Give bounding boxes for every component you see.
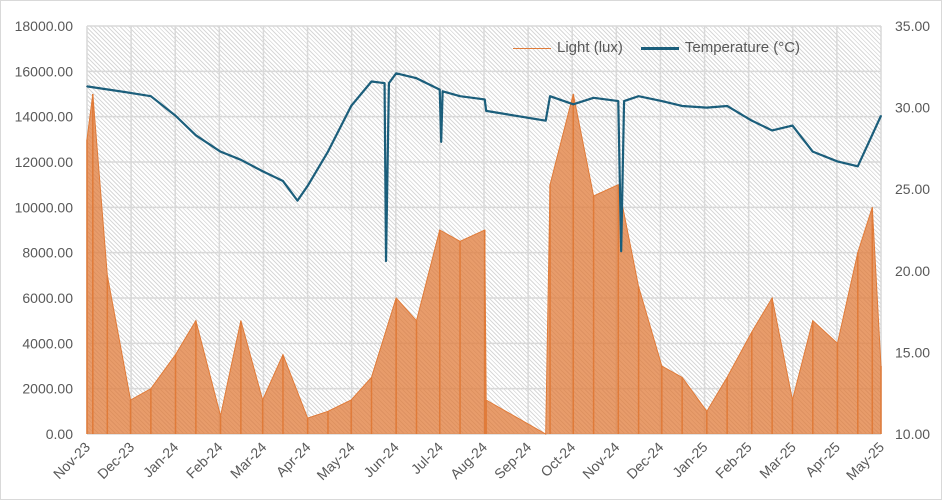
temperature-point (751, 119, 753, 122)
legend-item-light: Light (lux) (513, 39, 623, 56)
temperature-line (86, 72, 882, 263)
x-tick-label: Mar-25 (756, 439, 799, 482)
x-tick-label: Jan-24 (140, 439, 182, 481)
temperature-point (129, 92, 132, 94)
temperature-point (383, 82, 386, 84)
temperature-point (681, 105, 683, 107)
x-tick-label: Oct-24 (537, 439, 578, 480)
temperature-point (219, 150, 222, 153)
y-left-tick-label: 10000.00 (15, 199, 74, 215)
temperature-point (86, 85, 88, 88)
temperature-point (174, 114, 177, 117)
temperature-point (306, 185, 309, 187)
x-tick-label: Feb-24 (183, 439, 226, 482)
x-tick-label: Mar-24 (227, 439, 270, 482)
temperature-point (395, 72, 397, 75)
temperature-point (617, 100, 620, 102)
temperature-point (661, 100, 663, 102)
temperature-point (623, 100, 625, 102)
x-tick-label: Sep-24 (491, 439, 534, 482)
temperature-point (350, 105, 352, 107)
y-left-tick-label: 12000.00 (15, 154, 74, 170)
temperature-point (706, 106, 708, 109)
temperature-point (811, 150, 814, 153)
temperature-point (483, 98, 486, 101)
x-tick-label: Feb-25 (712, 439, 755, 482)
x-tick-label: Nov-24 (579, 439, 622, 482)
x-tick-label: Dec-24 (623, 439, 666, 482)
legend: Light (lux) Temperature (°C) (513, 39, 800, 56)
temperature-point (327, 150, 329, 153)
y-left-tick-label: 6000.00 (22, 290, 73, 306)
temperature-point (282, 180, 284, 182)
temperature-point (388, 82, 390, 84)
y-right-tick-label: 10.00 (895, 426, 930, 442)
x-tick-label: Jan-25 (669, 439, 711, 481)
y-right-tick-label: 20.00 (895, 263, 930, 279)
temperature-point (592, 97, 595, 99)
legend-label-light: Light (lux) (557, 39, 623, 56)
x-tick-label: Aug-24 (447, 439, 490, 482)
y-right-tick-label: 35.00 (895, 18, 930, 34)
temperature-point (791, 124, 794, 127)
temperature-point (856, 165, 859, 168)
temperature-point (240, 159, 242, 161)
temperature-point (771, 129, 773, 132)
legend-item-temperature: Temperature (°C) (640, 39, 801, 56)
temperature-point (441, 90, 444, 93)
y-right-tick-label: 25.00 (895, 181, 930, 197)
temperature-point (836, 160, 839, 163)
legend-label-temperature: Temperature (°C) (684, 39, 801, 56)
temperature-point (440, 141, 442, 143)
temperature-point (195, 134, 197, 137)
x-tick-label: May-24 (313, 439, 357, 483)
temperature-point (544, 119, 547, 122)
temperature-point (572, 103, 575, 106)
temperature-point (385, 260, 387, 262)
x-tick-label: Apr-25 (802, 439, 843, 480)
legend-swatch-light (513, 47, 551, 49)
temperature-point (880, 114, 882, 117)
x-tick-label: Jun-24 (360, 439, 402, 481)
temperature-point (261, 170, 264, 173)
x-tick-label: Dec-23 (94, 439, 137, 482)
y-right-tick-label: 15.00 (895, 344, 930, 360)
y-left-tick-label: 14000.00 (15, 109, 74, 125)
y-left-tick-label: 18000.00 (15, 18, 74, 34)
y-left-tick-label: 2000.00 (22, 381, 73, 397)
temperature-point (485, 110, 487, 112)
x-tick-label: May-25 (843, 439, 887, 483)
temperature-point (438, 88, 441, 91)
y-right-tick-label: 30.00 (895, 100, 930, 116)
x-tick-label: Nov-23 (50, 439, 93, 482)
temperature-point (150, 95, 152, 97)
temperature-point (549, 95, 551, 97)
x-tick-label: Jul-24 (408, 439, 446, 477)
y-left-tick-label: 4000.00 (22, 335, 73, 351)
y-left-tick-label: 0.00 (46, 426, 73, 442)
temperature-point (415, 77, 418, 80)
temperature-point (459, 95, 461, 97)
temperature-point (296, 199, 299, 202)
legend-swatch-temperature (640, 46, 679, 50)
temperature-point (370, 80, 373, 83)
y-left-tick-label: 8000.00 (22, 245, 73, 261)
x-tick-label: Apr-24 (273, 439, 314, 480)
temperature-point (620, 250, 622, 253)
temperature-point (637, 95, 640, 97)
temperature-point (726, 105, 728, 107)
y-left-tick-label: 16000.00 (15, 63, 74, 79)
